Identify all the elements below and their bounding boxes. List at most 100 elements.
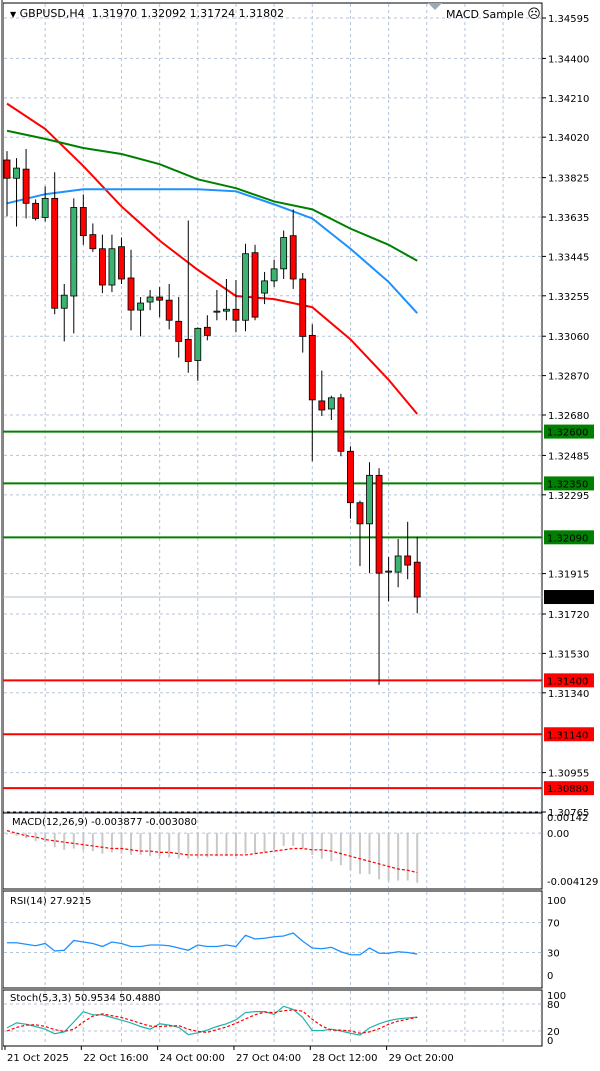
bullish-candle [366, 474, 373, 525]
bearish-candle [203, 326, 211, 336]
bearish-candle [175, 320, 183, 342]
bearish-candle [156, 296, 164, 301]
bearish-candle [404, 555, 412, 566]
resistance-level-label-box [544, 530, 594, 545]
price-tick-label: 1.32485 [548, 451, 589, 462]
bearish-candle [289, 235, 297, 280]
price-tick-label: 1.33635 [548, 213, 589, 224]
bearish-candle [251, 252, 259, 318]
bearish-candle [375, 474, 383, 574]
macd-axis-label: -0.004129 [547, 877, 598, 888]
panel-frame-2 [2, 890, 543, 989]
bearish-candle [413, 561, 421, 598]
chart-header: ▼ GBPUSD,H4 1.31970 1.32092 1.31724 1.31… [10, 7, 284, 20]
support-level-label-box [544, 727, 594, 742]
date-axis-label: 22 Oct 16:00 [83, 1053, 148, 1064]
price-tick-label: 1.31915 [548, 570, 589, 581]
ohlc-values: 1.31970 1.32092 1.31724 1.31802 [91, 7, 285, 20]
rsi-title: RSI(14) 27.9215 [10, 896, 92, 907]
bullish-candle [41, 197, 49, 218]
bullish-candle [70, 207, 78, 297]
bearish-candle [356, 502, 364, 525]
rsi-line [7, 932, 418, 956]
bearish-candle [337, 397, 345, 452]
bullish-candle [137, 302, 144, 311]
date-axis-label: 24 Oct 00:00 [160, 1053, 225, 1064]
bullish-candle [394, 555, 402, 573]
bullish-candle [242, 253, 249, 321]
resistance-level-label: 1.32600 [547, 428, 588, 439]
macd-axis-label: 0.00 [547, 829, 569, 840]
price-tick-label: 1.32870 [548, 372, 589, 383]
rsi-axis-label: 70 [547, 919, 560, 930]
price-tick-label: 1.33445 [548, 252, 589, 263]
support-level-label: 1.31140 [547, 730, 588, 741]
bearish-candle [184, 338, 192, 362]
expert-name: MACD Sample [446, 8, 524, 21]
support-level-label-box [544, 673, 594, 688]
moving-average-line [6, 188, 418, 314]
stoch-axis-label: 20 [547, 1027, 560, 1038]
price-tick-label: 1.32680 [548, 411, 589, 422]
bearish-candle [79, 207, 87, 237]
price-tick-label: 1.34210 [548, 94, 589, 105]
price-tick-label: 1.31340 [548, 689, 589, 700]
frown-face-icon: ☹ [527, 7, 541, 22]
bearish-candle [51, 197, 59, 309]
resistance-level-label-box [544, 424, 594, 439]
date-axis-label: 29 Oct 20:00 [389, 1053, 454, 1064]
bullish-candle [146, 296, 154, 303]
bullish-candle [194, 327, 202, 361]
macd-title: MACD(12,26,9) -0.003877 -0.003080 [12, 817, 197, 828]
rsi-axis-label: 100 [547, 896, 566, 907]
bullish-candle [280, 237, 288, 270]
stoch-axis-label: 80 [547, 1000, 560, 1011]
bearish-candle [32, 202, 40, 219]
macd-signal-line [6, 830, 418, 874]
bearish-candle [232, 308, 240, 321]
rsi-axis-label: 30 [547, 949, 560, 960]
bearish-candle [3, 159, 11, 179]
price-tick-label: 1.30955 [548, 769, 589, 780]
bullish-candle [385, 570, 393, 573]
bullish-candle [223, 308, 230, 312]
bullish-candle [213, 310, 221, 313]
bearish-candle [165, 299, 173, 321]
bearish-candle [308, 334, 316, 401]
bearish-candle [318, 400, 326, 411]
date-axis-label: 27 Oct 04:00 [236, 1053, 301, 1064]
price-tick-label: 1.34400 [548, 54, 589, 65]
dropdown-triangle-icon[interactable]: ▼ [10, 10, 17, 19]
bearish-candle [299, 278, 307, 337]
price-tick-label: 1.34595 [548, 14, 589, 25]
stoch-axis-label: 100 [547, 991, 566, 1002]
price-tick-label: 1.31530 [548, 649, 589, 660]
resistance-level-label-box [544, 476, 594, 491]
price-tick-label: 1.31720 [548, 610, 589, 621]
support-level-label-box [544, 781, 594, 796]
bearish-candle [127, 277, 135, 311]
panel-frame-3 [2, 989, 543, 1047]
support-level-label: 1.31400 [547, 676, 588, 687]
stoch-signal-line [6, 1009, 418, 1034]
stoch-main-line [6, 1005, 418, 1036]
panel-frame-0 [2, 2, 543, 813]
expert-advisor-label[interactable]: MACD Sample ☹ [446, 7, 541, 22]
price-tick-label: 1.34020 [548, 133, 589, 144]
moving-average-line [6, 102, 418, 415]
price-tick-label: 1.33255 [548, 292, 589, 303]
price-tick-label: 1.33060 [548, 332, 589, 343]
current-price-label: 1.31802 [547, 593, 588, 604]
bullish-candle [270, 268, 278, 282]
symbol-label: GBPUSD,H4 [19, 7, 85, 20]
date-axis-label: 28 Oct 12:00 [312, 1053, 377, 1064]
support-level-label: 1.30880 [547, 784, 588, 795]
price-tick-label: 1.33825 [548, 174, 589, 185]
bearish-candle [89, 234, 97, 250]
moving-average-line [6, 129, 418, 262]
bearish-candle [99, 248, 106, 286]
chart-shift-triangle-icon [428, 3, 442, 10]
bearish-candle [347, 450, 354, 504]
stoch-title: Stoch(5,3,3) 50.9534 50.4880 [10, 993, 161, 1004]
